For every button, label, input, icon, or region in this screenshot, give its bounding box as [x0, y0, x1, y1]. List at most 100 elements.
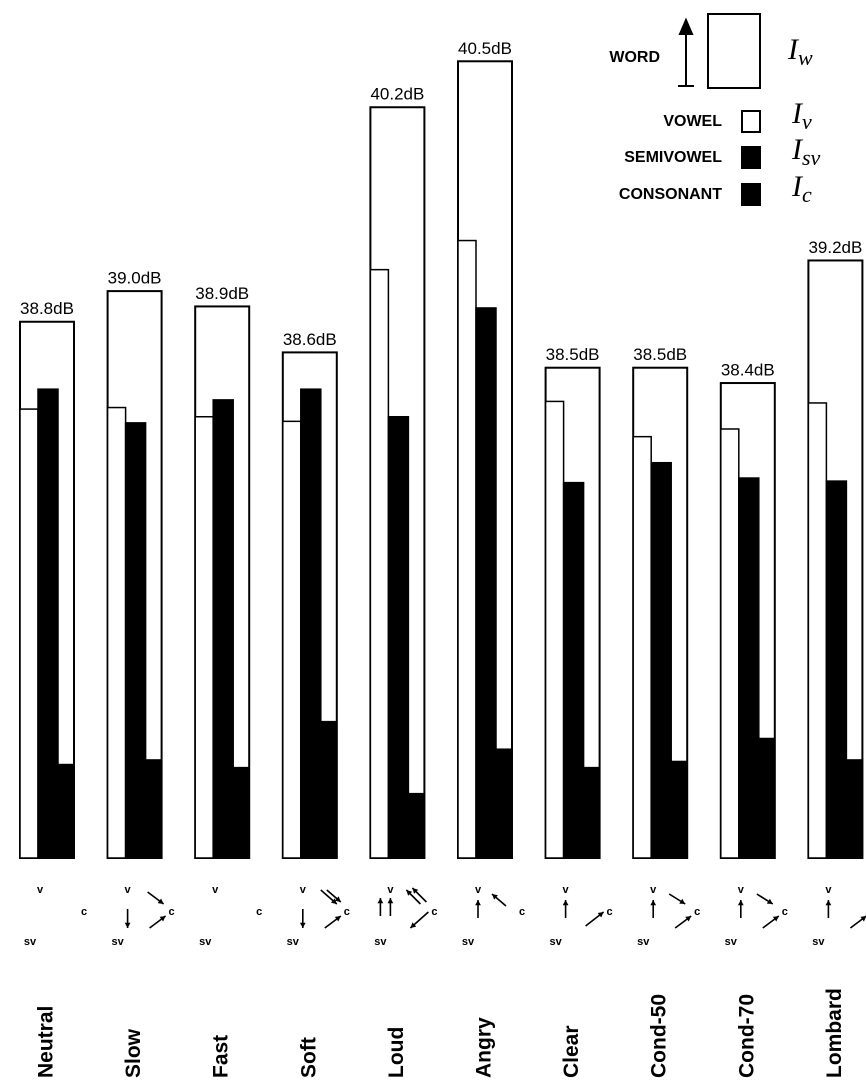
symbol-letter: I [787, 33, 800, 66]
diagram-arrowhead [650, 900, 657, 906]
legend-label: CONSONANT [619, 186, 722, 203]
diagram-label: v [212, 884, 219, 896]
category-label: Soft [297, 1037, 320, 1078]
component-bar [194, 415, 214, 859]
value-label: 40.2dB [370, 85, 424, 104]
value-label: 40.5dB [458, 39, 512, 58]
value-label: 38.4dB [721, 361, 775, 380]
diagram-label: c [256, 906, 262, 918]
diagram-arrowhead [406, 890, 413, 896]
symbol-subscript: sv [802, 145, 821, 170]
symbol-letter: I [791, 170, 804, 203]
component-bar [37, 388, 59, 859]
diagram-arrowhead [412, 888, 419, 894]
diagram-arrowhead [334, 896, 341, 902]
diagram-arrowhead [492, 894, 498, 900]
component-bar [232, 766, 250, 859]
diagram-label: v [125, 884, 132, 896]
symbol-subscript: c [802, 182, 812, 207]
legend-swatch [741, 183, 761, 206]
component-bar [457, 239, 477, 859]
diagram-arrowhead [860, 916, 866, 922]
diagram-arrowhead [772, 916, 779, 922]
legend-label: SEMIVOWEL [624, 149, 722, 166]
symbol-letter: I [791, 133, 804, 166]
diagram-label: c [169, 906, 175, 918]
component-bar [562, 481, 585, 859]
diagram-label: sv [287, 936, 300, 948]
component-bar [720, 428, 740, 859]
change-diagram: v sv c [462, 884, 525, 948]
diagram-label: v [563, 884, 570, 896]
component-bar [495, 748, 513, 859]
component-bar [282, 420, 302, 859]
diagram-arrowhead [597, 912, 604, 918]
legend-symbol: Iw [787, 33, 813, 70]
category-label: Angry [473, 1017, 496, 1078]
diagram-label: c [519, 906, 525, 918]
diagram-label: v [300, 884, 307, 896]
category-label: Slow [122, 1028, 145, 1078]
diagram-arrowhead [330, 898, 337, 904]
category-label: Cond-70 [735, 994, 758, 1078]
diagram-arrowhead [157, 898, 164, 904]
diagram-label: sv [725, 936, 738, 948]
diagram-arrowhead [737, 900, 744, 906]
diagram-label: c [431, 906, 437, 918]
diagram-label: c [344, 906, 350, 918]
change-diagram: v sv c [549, 884, 612, 948]
component-bar [387, 415, 410, 859]
legend-label: VOWEL [663, 113, 722, 130]
diagram-arrowhead [766, 898, 773, 904]
symbol-subscript: v [802, 109, 812, 134]
diagram-label: sv [549, 936, 562, 948]
legend-swatch [707, 13, 761, 89]
component-bar [475, 307, 497, 859]
diagram-arrowhead [475, 900, 481, 906]
legend-symbol: Iv [791, 97, 812, 134]
diagram-arrowhead [159, 916, 166, 922]
legend-label: WORD [609, 49, 660, 66]
diagram-label: sv [462, 936, 475, 948]
diagram-label: sv [111, 936, 124, 948]
value-label: 39.0dB [108, 269, 162, 288]
diagram-arrowhead [410, 922, 417, 928]
diagram-label: sv [812, 936, 825, 948]
value-label: 39.2dB [808, 238, 862, 257]
diagram-label: sv [24, 936, 37, 948]
category-label: Fast [210, 1035, 233, 1078]
component-bar [369, 268, 390, 859]
diagram-label: v [475, 884, 482, 896]
category-label: Loud [385, 1027, 408, 1078]
diagram-label: v [650, 884, 657, 896]
legend-symbol: Ic [791, 170, 812, 207]
value-label: 38.5dB [633, 345, 687, 364]
component-bar [544, 400, 565, 859]
symbol-letter: I [791, 97, 804, 130]
diagram-label: c [81, 906, 87, 918]
diagram-label: c [607, 906, 613, 918]
component-bar [632, 435, 652, 859]
component-bar [807, 402, 828, 859]
diagram-arrowhead [377, 898, 384, 904]
component-bar [57, 763, 75, 859]
change-diagram: v sv c [111, 884, 174, 948]
word-arrow [678, 17, 694, 87]
category-label: Neutral [35, 1006, 58, 1078]
category-label: Cond-50 [648, 994, 671, 1078]
component-bar [106, 406, 127, 859]
component-bar [124, 422, 147, 859]
category-label: Lombard [823, 988, 846, 1078]
component-bar [212, 399, 234, 859]
diagram-label: v [387, 884, 394, 896]
diagram-label: sv [637, 936, 650, 948]
component-bar [845, 759, 864, 859]
diagram-arrowhead [825, 900, 832, 906]
component-bar [19, 408, 39, 859]
